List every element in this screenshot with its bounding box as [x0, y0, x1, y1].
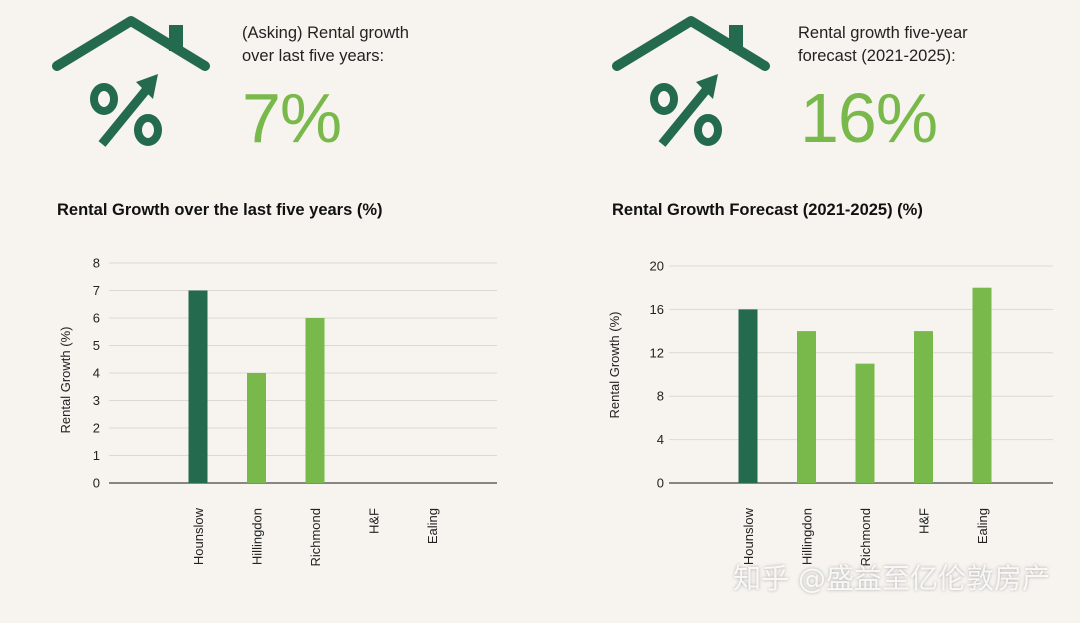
y-tick-label: 2	[93, 421, 100, 436]
watermark: 知乎 @盛益至亿伦敦房产	[733, 562, 1050, 595]
bar	[797, 331, 816, 483]
y-tick-label: 8	[93, 256, 100, 271]
y-tick-label: 8	[657, 389, 664, 404]
y-tick-label: 12	[650, 345, 664, 360]
y-tick-label: 16	[650, 302, 664, 317]
stat-label: (Asking) Rental growth over last five ye…	[242, 24, 409, 65]
x-category-label: Ealing	[425, 508, 440, 544]
stat-value: 16%	[800, 79, 938, 157]
bar	[972, 287, 992, 483]
chart-title: Rental Growth over the last five years (…	[57, 201, 383, 219]
bar	[305, 318, 325, 483]
y-tick-label: 0	[657, 476, 664, 491]
stat-value: 7%	[242, 79, 342, 157]
x-category-label: Hillingdon	[800, 508, 815, 565]
rental-growth-forecast-chart: 0 4 8 12 16 20 Hounslow Hillingdon Richmond H&F Ea…	[607, 259, 1053, 567]
bar	[188, 290, 208, 483]
y-tick-label: 20	[650, 259, 664, 274]
house-percent-growth-icon	[52, 16, 210, 147]
stat-label: Rental growth five-year forecast (2021-2…	[798, 24, 968, 65]
rental-growth-past-chart: 0 1 2 3 4 5 6 7 8 Hounslow Hillingdon Richmond H&F Ea…	[58, 256, 497, 567]
x-category-label: Richmond	[308, 508, 323, 567]
right-panel: Rental growth five-year forecast (2021-2…	[556, 0, 1080, 623]
y-axis-label: Rental Growth (%)	[58, 327, 73, 434]
y-tick-label: 5	[93, 338, 100, 353]
house-percent-growth-icon	[612, 16, 770, 147]
x-category-label: Hounslow	[191, 507, 206, 565]
y-axis-label: Rental Growth (%)	[607, 312, 622, 419]
x-category-label: Richmond	[858, 508, 873, 567]
x-category-label: Hounslow	[741, 507, 756, 565]
left-panel: (Asking) Rental growth over last five ye…	[52, 16, 497, 567]
x-category-label: H&F	[917, 508, 932, 534]
y-tick-label: 7	[93, 283, 100, 298]
y-tick-label: 3	[93, 393, 100, 408]
y-tick-label: 1	[93, 448, 100, 463]
y-tick-label: 4	[657, 432, 664, 447]
x-category-label: Ealing	[975, 508, 990, 544]
x-category-label: H&F	[367, 508, 382, 534]
chart-title: Rental Growth Forecast (2021-2025) (%)	[612, 201, 923, 219]
bar	[738, 309, 758, 483]
y-tick-label: 0	[93, 476, 100, 491]
bar	[855, 363, 875, 483]
bar	[914, 331, 933, 483]
y-tick-label: 4	[93, 366, 100, 381]
x-category-label: Hillingdon	[250, 508, 265, 565]
y-tick-label: 6	[93, 311, 100, 326]
bar	[247, 373, 266, 483]
